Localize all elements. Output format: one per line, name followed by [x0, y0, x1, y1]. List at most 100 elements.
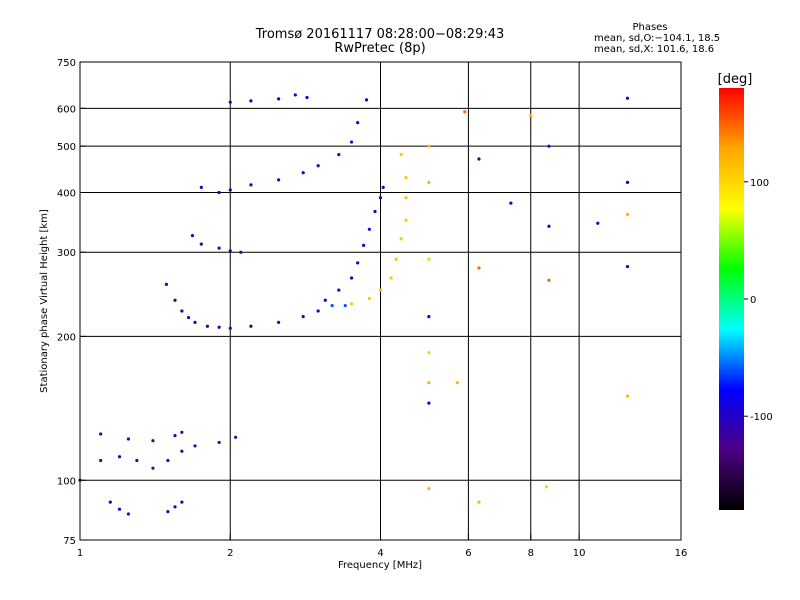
data-point: [126, 512, 130, 516]
data-point: [151, 466, 155, 470]
data-point: [373, 209, 377, 214]
data-point: [108, 500, 112, 504]
data-point: [117, 455, 122, 459]
data-point: [381, 185, 385, 189]
data-point: [427, 315, 431, 319]
y-tick-label: 750: [57, 58, 76, 69]
y-axis-label: Stationary phase Virtual Height [km]: [39, 209, 50, 393]
colorbar-label: [deg]: [718, 72, 753, 87]
colorbar-gradient: [719, 88, 744, 510]
plot-points: [78, 93, 630, 516]
x-tick-label: 10: [573, 548, 586, 559]
data-point: [356, 121, 360, 125]
data-point: [404, 175, 408, 180]
data-point: [356, 261, 360, 265]
data-point: [180, 430, 184, 434]
chart-subtitle: RwPretec (8p): [334, 41, 426, 56]
data-point: [180, 309, 184, 313]
data-point: [239, 250, 243, 254]
data-point: [427, 401, 431, 405]
data-point: [135, 458, 139, 463]
data-point: [427, 381, 431, 385]
data-point: [547, 144, 551, 148]
y-tick-label: 75: [63, 536, 76, 547]
x-axis-label: Frequency [MHz]: [338, 560, 422, 571]
data-point: [463, 110, 467, 114]
data-point: [477, 266, 481, 270]
data-point: [99, 458, 103, 463]
data-point: [337, 153, 341, 157]
data-point: [349, 302, 354, 306]
phases-x-stats: mean, sd,X: 101.6, 18.6: [594, 44, 715, 55]
data-point: [316, 164, 320, 168]
data-point: [349, 140, 354, 144]
data-point: [277, 178, 281, 182]
data-point: [427, 257, 431, 261]
data-point: [389, 276, 393, 280]
data-point: [228, 326, 232, 330]
data-point: [217, 325, 221, 329]
data-point: [199, 242, 203, 246]
data-point: [249, 324, 253, 328]
phases-heading: Phases: [632, 22, 668, 33]
y-tick-label: 200: [57, 332, 76, 343]
x-tick-label: 8: [528, 548, 534, 559]
colorbar: [deg] 100 0 -100: [718, 72, 773, 510]
data-point: [367, 296, 371, 301]
data-point: [547, 278, 551, 282]
phases-o-stats: mean, sd,O:−104.1, 18.5: [594, 33, 721, 44]
x-tick-label: 16: [675, 548, 688, 559]
data-point: [217, 440, 221, 445]
x-tick-label: 6: [465, 548, 471, 559]
data-point: [193, 320, 197, 324]
data-point: [126, 437, 130, 441]
data-point: [378, 288, 383, 292]
plot-grid: [80, 62, 681, 540]
data-point: [404, 218, 408, 222]
data-point: [166, 509, 170, 514]
colorbar-tick-label: -100: [750, 412, 773, 423]
data-point: [364, 98, 369, 102]
data-point: [205, 324, 210, 328]
data-point: [277, 97, 281, 101]
y-tick-label: 300: [57, 248, 76, 259]
x-tick-label: 2: [227, 548, 233, 559]
data-point: [249, 183, 253, 187]
colorbar-tick-label: 100: [750, 178, 769, 189]
data-point: [544, 485, 549, 489]
data-point: [477, 500, 481, 504]
data-point: [234, 435, 238, 439]
chart-title: Tromsø 20161117 08:28:00−08:29:43: [255, 27, 505, 42]
data-point: [301, 171, 305, 175]
data-point: [301, 315, 305, 319]
data-point: [394, 257, 398, 261]
data-point: [217, 190, 221, 195]
data-point: [117, 507, 122, 511]
data-point: [362, 243, 366, 248]
data-point: [180, 500, 184, 504]
data-point: [404, 196, 408, 200]
data-point: [349, 276, 354, 280]
data-point: [529, 113, 533, 117]
data-point: [330, 303, 334, 308]
data-point: [190, 233, 195, 238]
data-point: [509, 201, 513, 205]
data-point: [217, 246, 221, 250]
data-point: [164, 282, 169, 286]
data-point: [277, 320, 281, 324]
data-point: [305, 95, 309, 100]
data-point: [343, 303, 347, 308]
data-point: [337, 288, 341, 292]
data-point: [427, 180, 431, 184]
data-point: [367, 227, 371, 231]
data-point: [173, 434, 177, 438]
data-point: [427, 144, 431, 148]
x-tick-label: 4: [377, 548, 383, 559]
data-point: [399, 153, 403, 157]
data-point: [323, 298, 327, 302]
y-tick-label: 400: [57, 188, 76, 199]
data-point: [249, 99, 253, 103]
data-point: [228, 100, 232, 104]
data-point: [99, 432, 103, 436]
